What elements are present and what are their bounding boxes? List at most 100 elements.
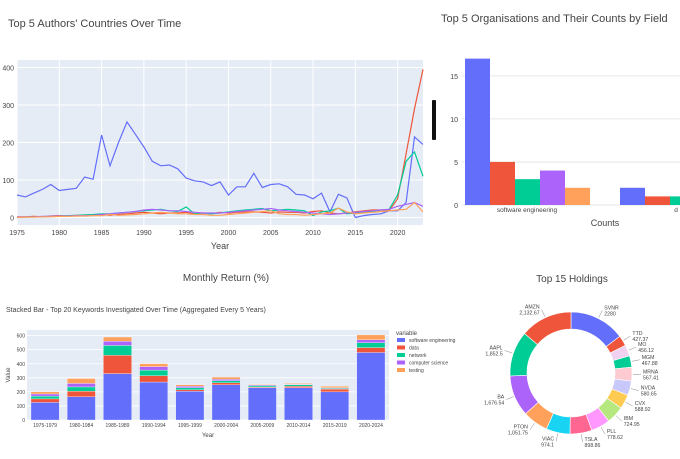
keywords-stack-segment[interactable] <box>212 385 240 420</box>
keywords-xtick: 1990-1994 <box>142 423 166 429</box>
organisations-xlabel: Counts <box>591 218 620 228</box>
keywords-stack-segment[interactable] <box>140 367 168 371</box>
keywords-stack-segment[interactable] <box>321 392 349 420</box>
keywords-ytick: 0 <box>22 418 25 424</box>
holdings-leader-line <box>530 423 535 429</box>
holdings-slice-value: 567.41 <box>643 375 659 381</box>
authors-xtick: 2020 <box>390 230 406 237</box>
keywords-ytick: 400 <box>17 362 26 368</box>
authors-xtick: 1995 <box>178 230 194 237</box>
keywords-stack-segment[interactable] <box>103 341 131 345</box>
keywords-stack-segment[interactable] <box>357 335 385 340</box>
holdings-slice-value: 974.1 <box>541 442 554 448</box>
keywords-stack-segment[interactable] <box>140 376 168 382</box>
organisations-bar[interactable] <box>465 59 490 205</box>
organisations-bar[interactable] <box>645 196 670 205</box>
keywords-ytick: 300 <box>17 376 26 382</box>
keywords-stack-segment[interactable] <box>248 384 276 385</box>
keywords-legend-swatch[interactable] <box>397 368 405 372</box>
keywords-stack-segment[interactable] <box>284 388 312 420</box>
holdings-slice-value: 778.62 <box>607 435 623 441</box>
authors-chart-title: Top 5 Authors' Countries Over Time <box>8 18 181 30</box>
organisations-bar[interactable] <box>490 162 515 205</box>
keywords-stack-segment[interactable] <box>67 387 95 391</box>
keywords-stack-segment[interactable] <box>284 385 312 386</box>
keywords-stack-segment[interactable] <box>176 390 204 391</box>
keywords-legend-swatch[interactable] <box>397 346 405 350</box>
keywords-stack-segment[interactable] <box>357 353 385 421</box>
keywords-legend-swatch[interactable] <box>397 338 405 342</box>
keywords-stack-segment[interactable] <box>212 377 240 379</box>
keywords-stack-segment[interactable] <box>103 374 131 420</box>
keywords-stack-segment[interactable] <box>212 383 240 385</box>
holdings-slice-value: 1,676.54 <box>484 401 504 407</box>
organisations-bar[interactable] <box>565 188 590 205</box>
keywords-stack-segment[interactable] <box>357 348 385 353</box>
holdings-leader-line <box>505 350 513 353</box>
organisations-bar[interactable] <box>670 196 680 205</box>
organisations-category-label: d <box>674 207 678 214</box>
keywords-stack-segment[interactable] <box>31 396 59 399</box>
organisations-category-label: software engineering <box>497 207 558 214</box>
organisations-bar[interactable] <box>620 188 645 205</box>
keywords-stack-segment[interactable] <box>103 355 131 373</box>
holdings-leader-line <box>542 309 545 316</box>
keywords-stack-segment[interactable] <box>67 397 95 420</box>
keywords-stack-segment[interactable] <box>140 382 168 420</box>
keywords-stack-segment[interactable] <box>212 381 240 383</box>
keywords-stack-segment[interactable] <box>212 379 240 380</box>
authors-ytick: 300 <box>2 103 14 110</box>
keywords-stack-segment[interactable] <box>357 343 385 348</box>
authors-ytick: 400 <box>2 66 14 73</box>
organisations-chart: Top 5 Organisations and Their Counts by … <box>432 13 680 228</box>
keywords-stack-segment[interactable] <box>176 386 204 387</box>
holdings-slice-value: 467.88 <box>642 361 658 367</box>
keywords-stack-segment[interactable] <box>321 389 349 392</box>
keywords-legend-swatch[interactable] <box>397 353 405 357</box>
holdings-slice-value: 724.95 <box>624 422 640 428</box>
keywords-xtick: 1985-1989 <box>106 423 130 429</box>
authors-ytick: 0 <box>10 216 14 223</box>
scroll-handle[interactable] <box>432 100 436 140</box>
keywords-stack-segment[interactable] <box>176 391 204 420</box>
authors-xlabel: Year <box>211 241 229 251</box>
keywords-stack-segment[interactable] <box>103 345 131 355</box>
holdings-slice-value: 456.12 <box>638 348 654 354</box>
holdings-leader-line <box>629 347 636 350</box>
keywords-stack-segment[interactable] <box>67 391 95 397</box>
keywords-legend-label[interactable]: software engineering <box>409 338 456 344</box>
keywords-stack-segment[interactable] <box>67 379 95 384</box>
keywords-stack-segment[interactable] <box>67 383 95 387</box>
keywords-stack-segment[interactable] <box>176 388 204 390</box>
keywords-stack-segment[interactable] <box>321 386 349 387</box>
keywords-stack-segment[interactable] <box>140 370 168 376</box>
holdings-leader-line <box>631 389 639 391</box>
keywords-legend-label[interactable]: computer science <box>409 361 448 367</box>
organisations-ytick: 0 <box>454 203 458 210</box>
authors-xtick: 1975 <box>9 230 25 237</box>
keywords-legend-label[interactable]: network <box>409 353 427 359</box>
keywords-legend-label[interactable]: testing <box>409 368 424 374</box>
keywords-stack-segment[interactable] <box>31 399 59 403</box>
keywords-stack-segment[interactable] <box>248 388 276 420</box>
keywords-stack-segment[interactable] <box>140 364 168 367</box>
monthly-return-title: Monthly Return (%) <box>183 273 269 284</box>
holdings-slice-value: 898.86 <box>585 443 601 449</box>
keywords-stack-segment[interactable] <box>357 340 385 343</box>
holdings-slice-value: 1,051.75 <box>508 431 528 437</box>
keywords-stack-segment[interactable] <box>31 392 59 394</box>
keywords-stack-segment[interactable] <box>284 383 312 384</box>
keywords-stack-segment[interactable] <box>248 386 276 387</box>
keywords-legend-swatch[interactable] <box>397 361 405 365</box>
keywords-stack-segment[interactable] <box>31 394 59 396</box>
keywords-legend-label[interactable]: data <box>409 346 419 352</box>
organisations-bar[interactable] <box>540 171 565 205</box>
keywords-stack-segment[interactable] <box>176 385 204 386</box>
holdings-slice-amzn[interactable] <box>525 312 572 345</box>
keywords-stack-segment[interactable] <box>284 386 312 387</box>
organisations-bar[interactable] <box>515 179 540 205</box>
keywords-stack-segment[interactable] <box>103 337 131 341</box>
keywords-stack-segment[interactable] <box>31 402 59 420</box>
keywords-ytick: 100 <box>17 404 26 410</box>
